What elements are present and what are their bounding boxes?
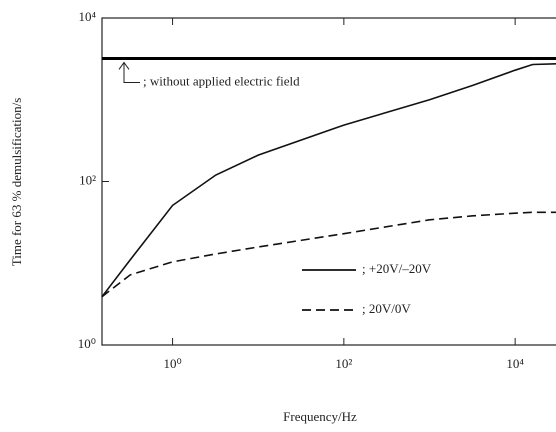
y-tick-label: 10² — [79, 172, 96, 187]
series-line — [101, 211, 556, 298]
series-line — [101, 63, 556, 298]
x-axis-label: Frequency/Hz — [283, 409, 357, 424]
annotation: ; without applied electric field — [143, 73, 300, 88]
y-axis-label: Time for 63 % demulsification/s — [9, 98, 24, 267]
annotation-arrow — [118, 61, 140, 83]
legend-label: ; 20V/0V — [362, 301, 411, 316]
legend-label: ; +20V/–20V — [362, 261, 432, 276]
y-tick-label: 10⁰ — [78, 336, 96, 351]
x-tick-label: 10⁰ — [163, 356, 181, 371]
plot-frame — [101, 17, 556, 346]
y-tick-label: 10⁴ — [78, 9, 96, 24]
x-tick-label: 10² — [335, 356, 352, 371]
x-tick-label: 10⁴ — [506, 356, 524, 371]
